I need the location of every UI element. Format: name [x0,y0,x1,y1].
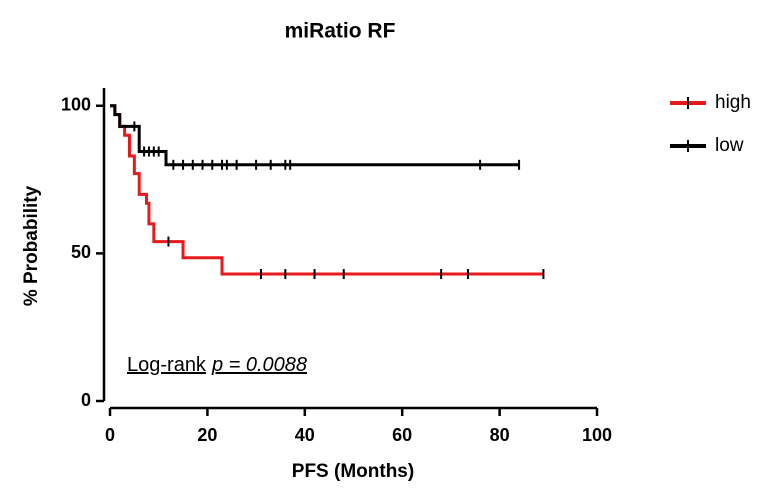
x-tick-label: 60 [392,425,412,445]
x-tick-label: 40 [295,425,315,445]
y-axis-label: % Probability [21,185,42,306]
x-tick-label: 100 [582,425,612,445]
y-tick-label: 50 [71,242,91,262]
legend-label: low [715,135,744,156]
chart-title: miRatio RF [285,20,396,43]
x-tick-label: 20 [197,425,217,445]
x-axis-label: PFS (Months) [292,461,414,482]
survival-curve [110,104,520,167]
survival-curve [110,104,544,276]
annotation: Log-rank p = 0.0088 [127,354,307,376]
y-tick-label: 0 [81,390,91,410]
annotation-stat: p = 0.0088 [211,354,307,376]
annotation-text: Log-rank [127,354,207,376]
legend-label: high [715,92,751,113]
x-tick-label: 80 [490,425,510,445]
x-tick-label: 0 [105,425,115,445]
y-tick-label: 100 [61,95,91,115]
